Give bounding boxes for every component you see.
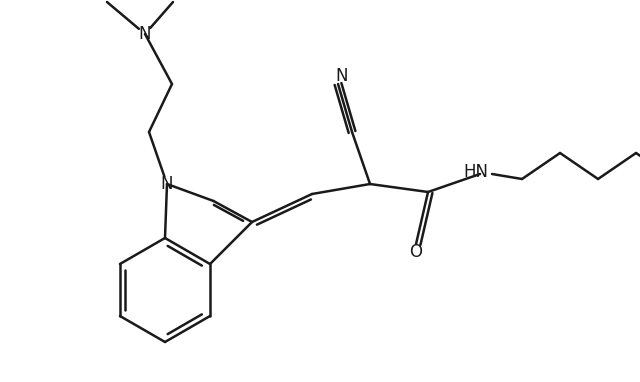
Text: N: N xyxy=(336,67,348,85)
Text: O: O xyxy=(410,243,422,261)
Text: HN: HN xyxy=(463,163,488,181)
Text: N: N xyxy=(161,175,173,193)
Text: N: N xyxy=(139,25,151,43)
